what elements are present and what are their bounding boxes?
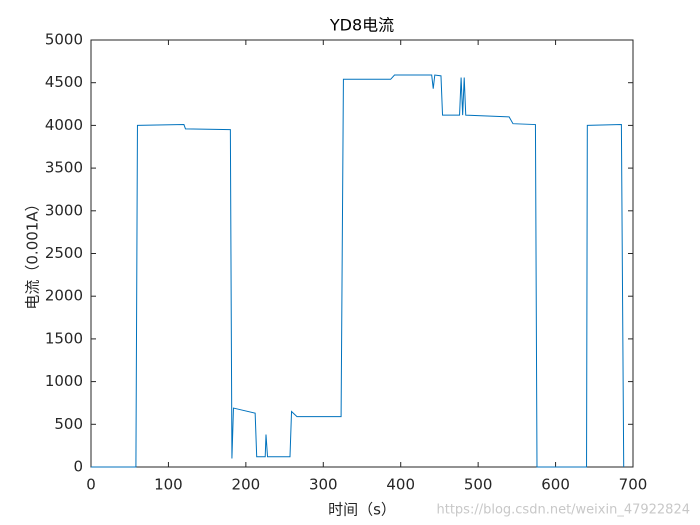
y-tick-label: 1000: [45, 372, 83, 390]
x-tick-label: 300: [309, 476, 338, 494]
y-tick-label: 1500: [45, 329, 83, 347]
data-line: [91, 74, 625, 468]
y-tick-label: 3500: [45, 159, 83, 177]
y-tick-label: 2500: [45, 244, 83, 262]
y-tick-label: 4000: [45, 116, 83, 134]
watermark: https://blog.csdn.net/weixin_47922824: [436, 503, 690, 518]
y-tick-label: 2000: [45, 287, 83, 305]
x-tick-label: 700: [619, 476, 648, 494]
y-tick-label: 4500: [45, 73, 83, 91]
y-tick-label: 0: [73, 458, 83, 476]
x-tick-label: 400: [386, 476, 415, 494]
x-tick-label: 200: [232, 476, 261, 494]
chart-title: YD8电流: [329, 16, 394, 35]
x-tick-label: 0: [86, 476, 96, 494]
y-tick-label: 5000: [45, 31, 83, 49]
plot-frame: [90, 39, 634, 468]
x-tick-label: 600: [541, 476, 570, 494]
x-tick-label: 500: [464, 476, 493, 494]
y-tick-label: 500: [54, 415, 83, 433]
x-axis-label: 时间（s）: [328, 501, 396, 519]
x-tick-label: 100: [154, 476, 183, 494]
y-axis-label: 电流（0.001A）: [24, 196, 42, 309]
y-tick-label: 3000: [45, 201, 83, 219]
